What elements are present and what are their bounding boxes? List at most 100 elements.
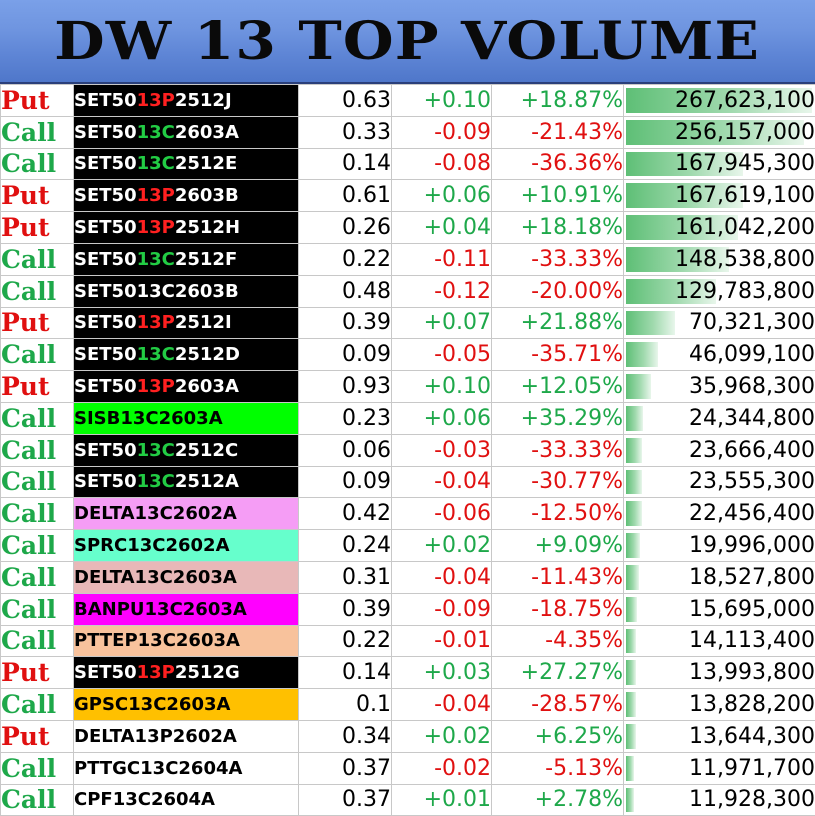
- volume-value: 167,619,100: [675, 183, 815, 208]
- symbol-suffix: 2603A: [175, 376, 239, 397]
- volume-value: 70,321,300: [689, 310, 815, 335]
- last-price: 0.09: [299, 339, 392, 371]
- symbol-prefix: SET50: [74, 122, 137, 143]
- volume-data-bar: [626, 374, 651, 399]
- symbol-prefix: DELTA13C2602A: [74, 503, 237, 524]
- volume-data-bar: [626, 788, 634, 813]
- volume-cell: 23,666,400: [624, 434, 815, 466]
- price-change: -0.02: [392, 752, 492, 784]
- last-price: 0.14: [299, 657, 392, 689]
- option-type: Call: [1, 339, 74, 371]
- price-change: +0.03: [392, 657, 492, 689]
- volume-value: 23,555,300: [689, 469, 815, 494]
- last-price: 0.37: [299, 752, 392, 784]
- percent-change: +18.18%: [492, 212, 624, 244]
- price-change: -0.04: [392, 689, 492, 721]
- symbol-series: 13P: [137, 376, 175, 397]
- option-type: Call: [1, 752, 74, 784]
- symbol-suffix: 2603A: [175, 122, 239, 143]
- symbol-prefix: GPSC13C2603A: [74, 694, 230, 715]
- option-type: Call: [1, 784, 74, 816]
- symbol-suffix: 2512J: [175, 90, 232, 111]
- volume-data-bar: [626, 438, 642, 463]
- symbol-prefix: CPF13C2604A: [74, 789, 215, 810]
- warrant-symbol: SET5013P2603B: [74, 180, 299, 212]
- volume-cell: 256,157,000: [624, 116, 815, 148]
- option-type: Put: [1, 720, 74, 752]
- volume-cell: 35,968,300: [624, 371, 815, 403]
- warrant-symbol: SET5013C2512C: [74, 434, 299, 466]
- warrant-symbol: SET5013C2603A: [74, 116, 299, 148]
- price-change: +0.07: [392, 307, 492, 339]
- option-type: Put: [1, 180, 74, 212]
- volume-value: 256,157,000: [675, 120, 815, 145]
- volume-value: 267,623,100: [675, 88, 815, 113]
- symbol-series: 13C: [137, 153, 175, 174]
- volume-data-bar: [626, 565, 639, 590]
- volume-data-bar: [626, 311, 675, 336]
- volume-cell: 167,619,100: [624, 180, 815, 212]
- symbol-series: 13P: [137, 185, 175, 206]
- last-price: 0.34: [299, 720, 392, 752]
- warrant-symbol: SET5013P2603A: [74, 371, 299, 403]
- last-price: 0.48: [299, 275, 392, 307]
- volume-value: 167,945,300: [675, 151, 815, 176]
- volume-value: 13,993,800: [689, 660, 815, 685]
- last-price: 0.22: [299, 243, 392, 275]
- warrant-symbol: DELTA13C2602A: [74, 498, 299, 530]
- option-type: Call: [1, 148, 74, 180]
- percent-change: -28.57%: [492, 689, 624, 721]
- warrant-symbol: DELTA13P2602A: [74, 720, 299, 752]
- price-change: -0.09: [392, 593, 492, 625]
- volume-value: 11,928,300: [689, 787, 815, 812]
- price-change: -0.05: [392, 339, 492, 371]
- option-type: Call: [1, 593, 74, 625]
- volume-cell: 267,623,100: [624, 85, 815, 117]
- option-type: Call: [1, 498, 74, 530]
- option-type: Call: [1, 625, 74, 657]
- header-banner: DW 13 TOP VOLUME: [0, 0, 815, 84]
- percent-change: -36.36%: [492, 148, 624, 180]
- volume-cell: 19,996,000: [624, 530, 815, 562]
- price-change: +0.10: [392, 85, 492, 117]
- last-price: 0.09: [299, 466, 392, 498]
- price-change: -0.12: [392, 275, 492, 307]
- volume-cell: 46,099,100: [624, 339, 815, 371]
- symbol-suffix: 2512A: [175, 471, 239, 492]
- symbol-prefix: SET50: [74, 90, 137, 111]
- option-type: Call: [1, 434, 74, 466]
- volume-data-bar: [626, 406, 643, 431]
- percent-change: +27.27%: [492, 657, 624, 689]
- volume-cell: 70,321,300: [624, 307, 815, 339]
- percent-change: -12.50%: [492, 498, 624, 530]
- warrant-symbol: GPSC13C2603A: [74, 689, 299, 721]
- option-type: Put: [1, 307, 74, 339]
- volume-cell: 148,538,800: [624, 243, 815, 275]
- price-change: -0.11: [392, 243, 492, 275]
- last-price: 0.93: [299, 371, 392, 403]
- volume-value: 46,099,100: [689, 342, 815, 367]
- option-type: Call: [1, 116, 74, 148]
- volume-data-bar: [626, 470, 642, 495]
- symbol-prefix: SPRC13C2602A: [74, 535, 230, 556]
- symbol-prefix: SET50: [74, 153, 137, 174]
- option-type: Call: [1, 561, 74, 593]
- symbol-suffix: 2512H: [175, 217, 240, 238]
- symbol-series: 13P: [137, 217, 175, 238]
- percent-change: -21.43%: [492, 116, 624, 148]
- volume-value: 129,783,800: [675, 279, 815, 304]
- last-price: 0.61: [299, 180, 392, 212]
- symbol-prefix: PTTGC13C2604A: [74, 758, 242, 779]
- option-type: Put: [1, 371, 74, 403]
